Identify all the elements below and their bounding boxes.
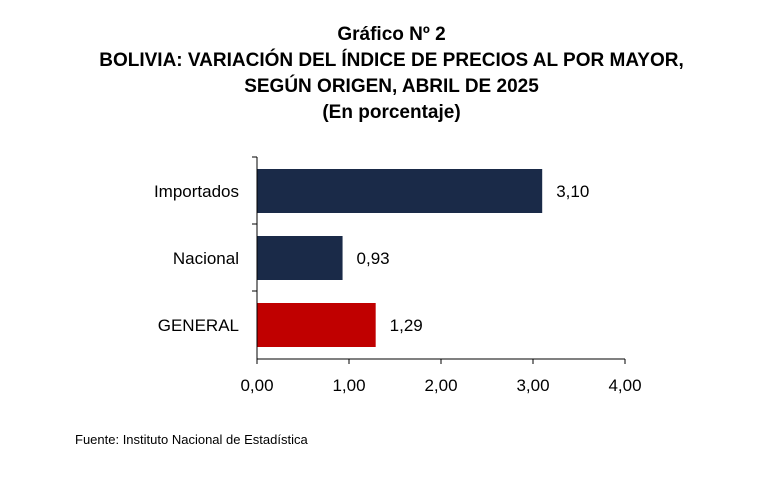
- value-label-nacional: 0,93: [357, 249, 390, 268]
- value-label-general: 1,29: [390, 316, 423, 335]
- category-label-general: GENERAL: [158, 316, 239, 335]
- chart-title-block: Gráfico Nº 2 BOLIVIA: VARIACIÓN DEL ÍNDI…: [0, 22, 783, 126]
- x-tick-label: 3,00: [516, 376, 549, 395]
- bar-nacional: [257, 236, 343, 280]
- bar-general: [257, 303, 376, 347]
- bar-importados: [257, 169, 543, 213]
- chart-subtitle-line-1: BOLIVIA: VARIACIÓN DEL ÍNDICE DE PRECIOS…: [99, 50, 684, 71]
- x-tick-label: 4,00: [608, 376, 641, 395]
- chart-subtitle-line-2: SEGÚN ORIGEN, ABRIL DE 2025: [244, 76, 539, 97]
- category-label-importados: Importados: [154, 182, 239, 201]
- category-label-nacional: Nacional: [173, 249, 239, 268]
- chart-title: Gráfico Nº 2: [337, 24, 446, 45]
- chart-subtitle-line-3: (En porcentaje): [322, 102, 461, 123]
- x-tick-label: 0,00: [240, 376, 273, 395]
- value-label-importados: 3,10: [556, 182, 589, 201]
- source-note: Fuente: Instituto Nacional de Estadístic…: [75, 432, 308, 447]
- x-tick-label: 1,00: [332, 376, 365, 395]
- x-tick-label: 2,00: [424, 376, 457, 395]
